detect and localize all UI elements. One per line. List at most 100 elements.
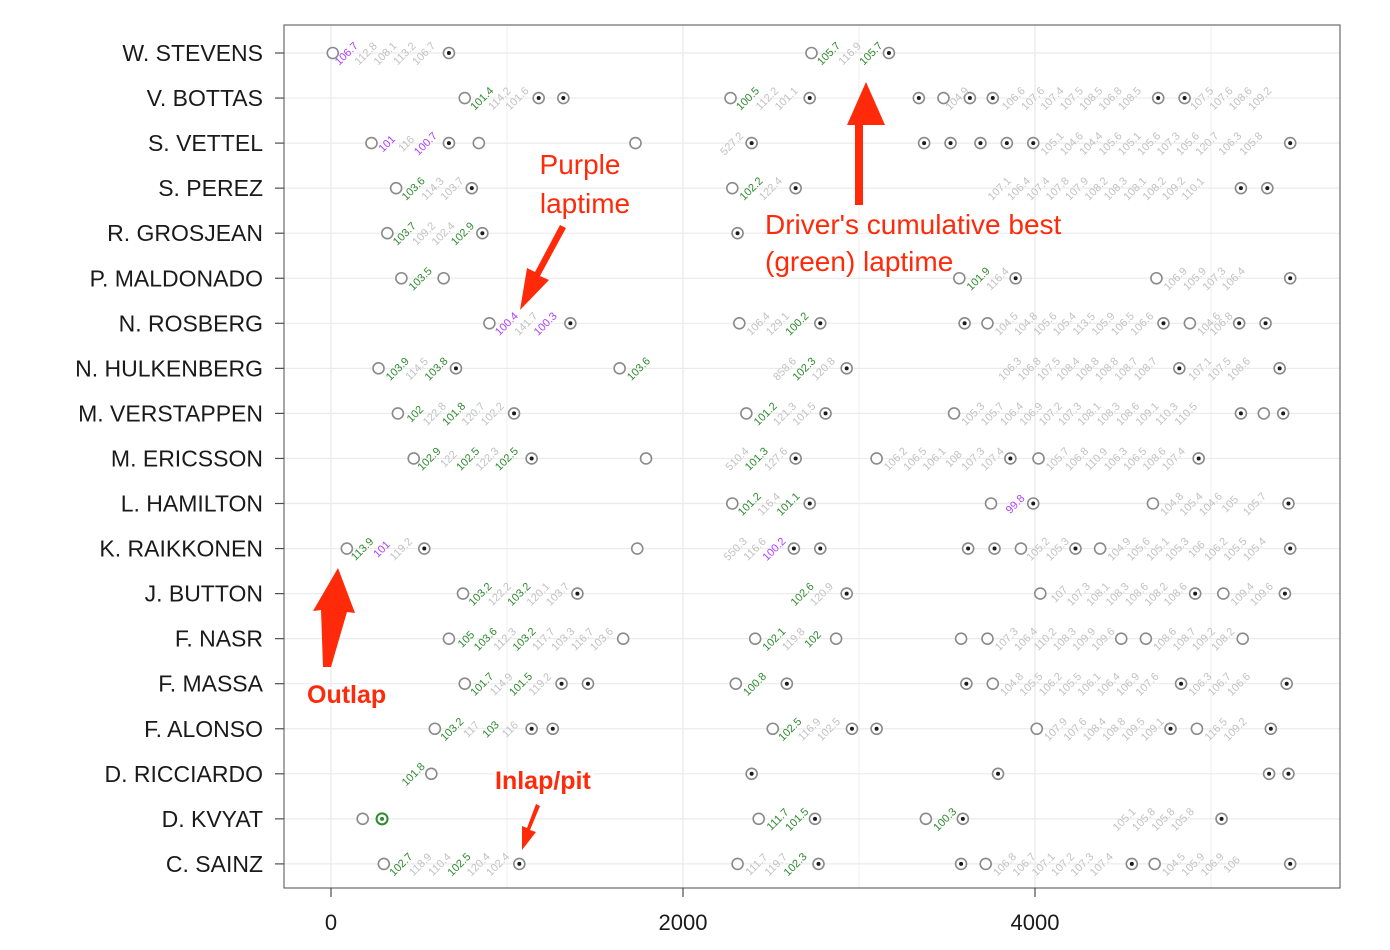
arrow-inlap-icon <box>522 804 540 850</box>
lap-marker-f-nasr <box>616 632 630 645</box>
lap-marker-dot <box>916 96 921 101</box>
lap-marker-dot <box>1238 186 1243 191</box>
lap-marker-dot <box>1288 276 1293 281</box>
driver-label-m-ericsson: M. ERICSSON <box>111 445 263 471</box>
lap-marker-dot <box>1286 501 1291 506</box>
lap-marker-l-hamilton <box>984 497 998 510</box>
lap-marker-k-raikkonen <box>630 542 644 555</box>
lap-marker-r-grosjean <box>381 226 394 240</box>
driver-label-j-button: J. BUTTON <box>145 581 263 607</box>
lap-marker-dot <box>978 141 983 146</box>
lap-marker-dot <box>749 141 754 146</box>
lap-marker-dot <box>964 681 969 686</box>
lap-marker-f-alonso <box>766 722 780 736</box>
lap-marker-dot <box>575 591 580 596</box>
lap-marker-dot <box>1288 861 1293 866</box>
lap-marker-k-raikkonen <box>1093 542 1107 555</box>
lap-marker-dot <box>784 681 789 686</box>
lap-marker-dot <box>959 861 964 866</box>
driver-label-r-grosjean: R. GROSJEAN <box>107 220 263 246</box>
lap-marker-dot <box>735 231 740 236</box>
lap-marker-k-raikkonen <box>340 542 354 555</box>
lap-marker-dot <box>849 726 854 731</box>
lap-marker-f-nasr <box>442 632 456 645</box>
lap-marker-n-rosberg <box>981 316 994 330</box>
lap-marker-w-stevens <box>805 46 818 60</box>
lap-marker-p-maldonado <box>1150 271 1163 285</box>
lap-marker-f-nasr <box>981 632 994 645</box>
lap-marker-s-vettel <box>472 136 486 150</box>
annotation-inlap-label: Inlap/pit <box>495 767 592 795</box>
lap-marker-dot <box>529 456 534 461</box>
lap-marker-dot <box>380 816 385 821</box>
x-axis: 0 2000 4000 <box>325 888 1059 935</box>
lap-marker-dot <box>1282 591 1287 596</box>
lap-marker-dot <box>1031 141 1036 146</box>
annotation-purple-line2: laptime <box>540 188 630 219</box>
lap-marker-dot <box>967 96 972 101</box>
lap-marker-p-maldonado <box>437 271 450 285</box>
lap-marker-dot <box>1008 456 1013 461</box>
driver-label-f-alonso: F. ALONSO <box>144 716 263 742</box>
lap-marker-dot <box>844 366 849 371</box>
lap-marker-dot <box>559 681 564 686</box>
lap-marker-dot <box>992 546 997 551</box>
lap-marker-dot <box>469 186 474 191</box>
lap-marker-dot <box>1265 186 1270 191</box>
lap-marker-dot <box>791 546 796 551</box>
lap-marker-f-alonso <box>1190 722 1204 736</box>
lap-marker-n-rosberg <box>1183 316 1197 330</box>
lap-marker-f-massa <box>458 677 472 691</box>
lap-marker-dot <box>807 501 812 506</box>
annotations: Purple laptime Driver's cumulative best … <box>305 82 1062 850</box>
lap-marker-dot <box>962 321 967 326</box>
lap-marker-dot <box>1268 726 1273 731</box>
lap-marker-dot <box>1193 591 1198 596</box>
arrow-outlap-icon <box>313 568 355 667</box>
driver-label-n-rosberg: N. ROSBERG <box>119 310 263 336</box>
lap-marker-dot <box>422 546 427 551</box>
lap-marker-l-hamilton <box>725 497 739 510</box>
lap-marker-f-nasr <box>748 632 762 645</box>
lap-marker-dot <box>990 96 995 101</box>
lap-marker-f-alonso <box>428 722 442 736</box>
lap-marker-m-verstappen <box>947 407 961 420</box>
lap-marker-m-ericsson <box>870 452 883 465</box>
lap-marker-dot <box>816 861 821 866</box>
lap-marker-dot <box>966 546 971 551</box>
lap-marker-m-ericsson <box>1032 452 1045 465</box>
lap-marker-j-button <box>1217 587 1230 600</box>
lap-marker-dot <box>550 726 555 731</box>
lap-marker-dot <box>529 726 534 731</box>
lap-marker-m-verstappen <box>391 407 405 420</box>
lap-marker-dot <box>793 456 798 461</box>
lap-marker-dot <box>1238 411 1243 416</box>
lap-marker-f-nasr <box>1114 632 1128 645</box>
lap-marker-dot <box>807 96 812 101</box>
lap-marker-dot <box>536 96 541 101</box>
lap-marker-f-massa <box>729 677 743 691</box>
lap-marker-dot <box>844 591 849 596</box>
lap-marker-d-kvyat <box>919 812 933 826</box>
lap-marker-v-bottas <box>937 91 950 105</box>
lap-marker-dot <box>1129 861 1134 866</box>
lap-marker-dot <box>1168 726 1173 731</box>
lap-marker-d-kvyat <box>356 812 369 826</box>
lap-marker-dot <box>568 321 573 326</box>
driver-label-f-massa: F. MASSA <box>158 671 263 697</box>
lap-marker-dot <box>1182 96 1187 101</box>
arrow-purple-icon <box>520 225 566 310</box>
annotation-outlap-label: Outlap <box>307 681 386 709</box>
lap-marker-dot <box>818 546 823 551</box>
lap-marker-n-hulkenberg <box>613 362 626 375</box>
lap-marker-s-vettel <box>365 136 378 150</box>
lap-marker-dot <box>1219 816 1224 821</box>
lap-marker-p-maldonado <box>395 271 408 285</box>
lap-marker-dot <box>960 816 965 821</box>
lap-marker-dot <box>1277 366 1282 371</box>
annotation-purple-laptime: Purple laptime <box>520 149 630 310</box>
lap-marker-dot <box>818 321 823 326</box>
lap-marker-dot <box>886 51 891 55</box>
lap-marker-s-perez <box>389 181 403 195</box>
lap-marker-dot <box>1161 321 1166 326</box>
